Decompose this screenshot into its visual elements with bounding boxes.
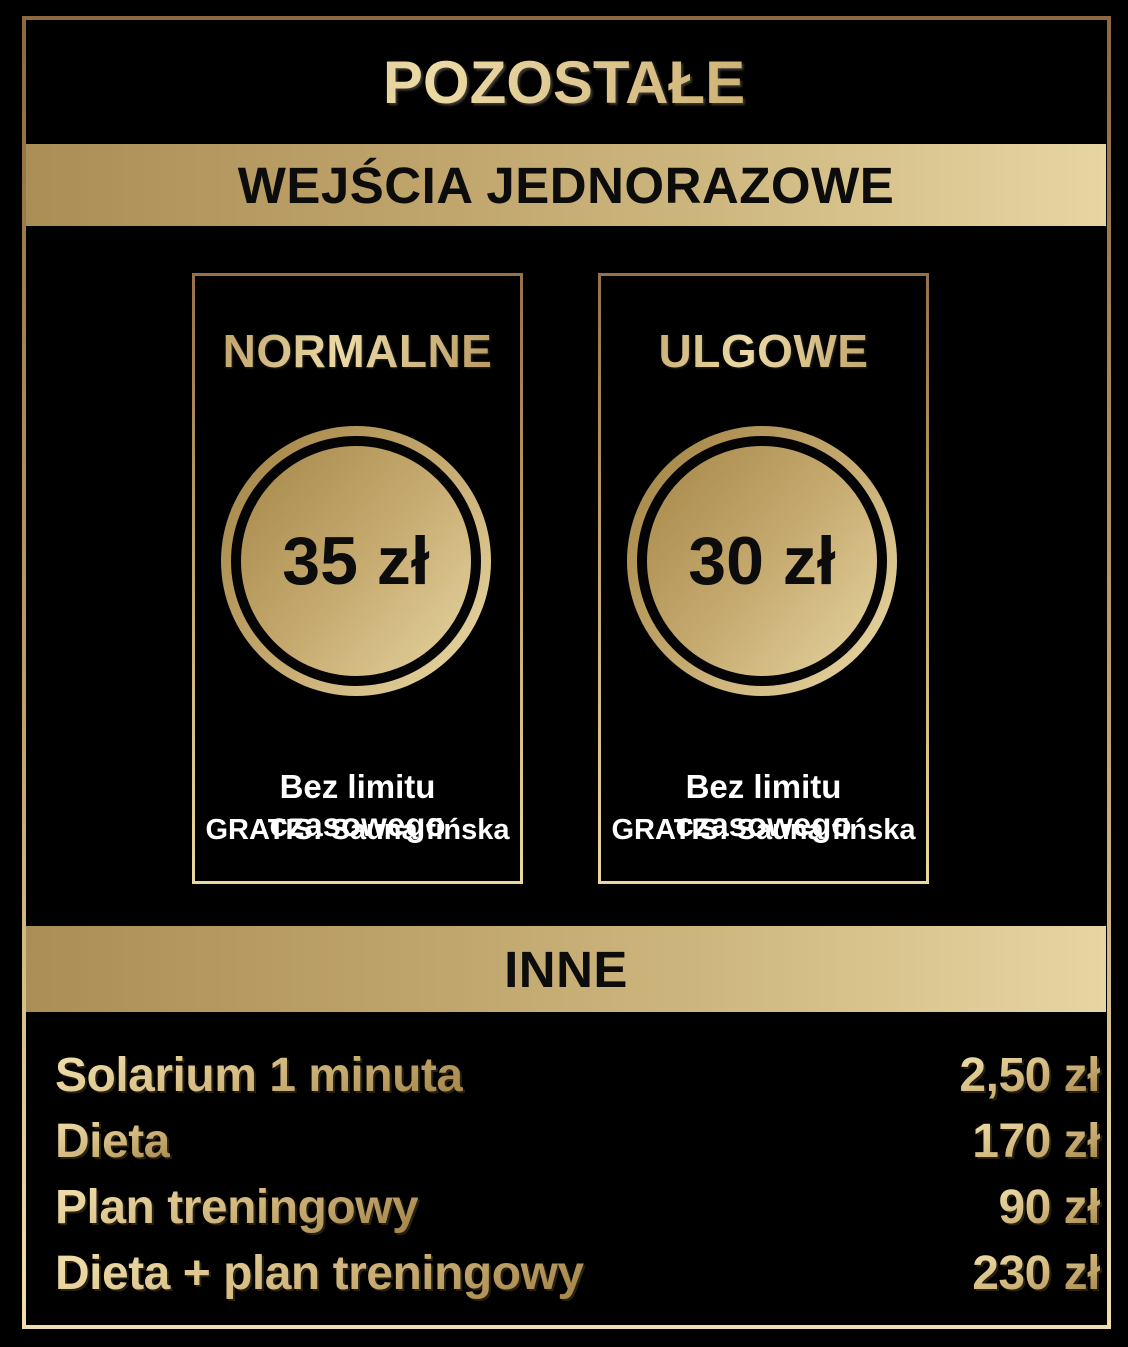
page-title: POZOSTAŁE — [0, 48, 1128, 117]
section-banner-single-entries: WEJŚCIA JEDNORAZOWE — [26, 144, 1106, 226]
price-row-value: 230 zł — [972, 1246, 1100, 1300]
card-note-no-time-limit: Bez limitu czasowego — [675, 768, 852, 843]
price-row-label: Solarium 1 minuta — [55, 1048, 463, 1102]
price-list: Solarium 1 minuta 2,50 zł Dieta 170 zł P… — [55, 1042, 1100, 1306]
price-badge: 30 zł — [627, 426, 897, 696]
price-badge: 35 zł — [221, 426, 491, 696]
section-banner-label: INNE — [504, 940, 628, 998]
card-note-no-time-limit: Bez limitu czasowego — [269, 768, 446, 843]
section-banner-label: WEJŚCIA JEDNORAZOWE — [237, 156, 895, 214]
price-row-dieta: Dieta 170 zł — [55, 1108, 1100, 1174]
price-row-solarium: Solarium 1 minuta 2,50 zł — [55, 1042, 1100, 1108]
price-row-label: Dieta — [55, 1114, 170, 1168]
price-row-value: 170 zł — [972, 1114, 1100, 1168]
price-row-plan-treningowy: Plan treningowy 90 zł — [55, 1174, 1100, 1240]
card-note-gratis-sauna: GRATIS: Sauna fińska — [611, 814, 916, 846]
price-row-dieta-plus-plan: Dieta + plan treningowy 230 zł — [55, 1240, 1100, 1306]
card-title: ULGOWE — [601, 324, 926, 378]
pricing-card-normalne: NORMALNE 35 zł Bez limitu czasowego GRAT… — [192, 273, 523, 884]
section-banner-other: INNE — [26, 926, 1106, 1012]
card-note-gratis-sauna: GRATIS: Sauna fińska — [205, 814, 510, 846]
card-title: NORMALNE — [195, 324, 520, 378]
pricing-card-ulgowe: ULGOWE 30 zł Bez limitu czasowego GRATIS… — [598, 273, 929, 884]
badge-price: 35 zł — [282, 523, 430, 599]
price-row-label: Plan treningowy — [55, 1180, 419, 1234]
price-row-value: 2,50 zł — [959, 1048, 1100, 1102]
price-row-value: 90 zł — [998, 1180, 1100, 1234]
badge-price: 30 zł — [688, 523, 836, 599]
price-row-label: Dieta + plan treningowy — [55, 1246, 584, 1300]
